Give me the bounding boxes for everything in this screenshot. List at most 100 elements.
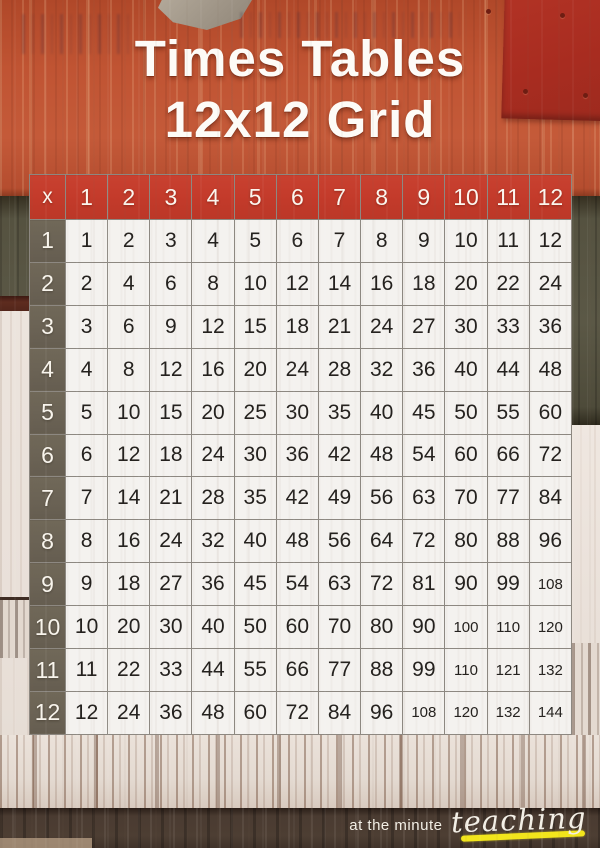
cell-2x12: 24 — [528, 261, 573, 306]
column-header-1: 1 — [64, 174, 109, 220]
cell-8x7: 56 — [317, 519, 362, 564]
cell-7x8: 56 — [360, 476, 404, 521]
cell-11x10: 110 — [444, 648, 488, 692]
cell-12x4: 48 — [191, 690, 235, 736]
cell-12x7: 84 — [317, 690, 362, 736]
cell-3x12: 36 — [528, 304, 573, 349]
cell-9x6: 54 — [275, 562, 319, 607]
cell-9x9: 81 — [402, 562, 446, 607]
cell-3x5: 15 — [233, 304, 277, 349]
cell-4x11: 44 — [486, 347, 530, 392]
cell-7x10: 70 — [444, 476, 488, 521]
nail-hole — [583, 93, 588, 98]
cell-11x1: 11 — [64, 648, 109, 692]
table-row-8: 8 8 16 24 32 40 48 56 64 72 80 88 96 — [29, 519, 573, 564]
cell-11x11: 121 — [486, 648, 530, 692]
row-header-1: 1 — [29, 219, 66, 263]
row-header-9: 9 — [29, 562, 66, 607]
row-header-4: 4 — [29, 347, 66, 392]
cell-4x9: 36 — [402, 347, 446, 392]
cell-10x9: 90 — [402, 605, 446, 650]
footer-brand: at the minute teaching — [349, 801, 587, 840]
corner-cell: x — [29, 174, 66, 220]
cell-10x6: 60 — [275, 605, 319, 650]
cell-5x3: 15 — [149, 390, 193, 435]
column-header-8: 8 — [360, 174, 404, 220]
cell-3x11: 33 — [486, 304, 530, 349]
cell-9x5: 45 — [233, 562, 277, 607]
cell-10x12: 120 — [528, 605, 573, 650]
row-header-3: 3 — [29, 304, 66, 349]
cell-4x1: 4 — [64, 347, 109, 392]
cell-12x8: 96 — [360, 690, 404, 736]
cell-3x8: 24 — [360, 304, 404, 349]
cell-5x5: 25 — [233, 390, 277, 435]
times-table-grid: x 1 2 3 4 5 6 7 8 9 10 11 12 1 1 2 3 4 5 6 7 8 9 10 11 12 2 2 4 6 8 10… — [29, 174, 573, 736]
cell-4x8: 32 — [360, 347, 404, 392]
cell-11x6: 66 — [275, 648, 319, 692]
cell-5x7: 35 — [317, 390, 362, 435]
cell-5x8: 40 — [360, 390, 404, 435]
table-row-1: 1 1 2 3 4 5 6 7 8 9 10 11 12 — [29, 219, 573, 263]
cell-6x5: 30 — [233, 433, 277, 478]
cell-10x3: 30 — [149, 605, 193, 650]
cell-12x3: 36 — [149, 690, 193, 736]
cell-6x1: 6 — [64, 433, 109, 478]
cell-10x7: 70 — [317, 605, 362, 650]
cell-2x8: 16 — [360, 261, 404, 306]
cell-8x12: 96 — [528, 519, 573, 564]
cell-6x12: 72 — [528, 433, 573, 478]
background-plank-white-bottom — [0, 735, 600, 808]
cell-9x3: 27 — [149, 562, 193, 607]
cell-8x4: 32 — [191, 519, 235, 564]
cell-10x8: 80 — [360, 605, 404, 650]
cell-6x9: 54 — [402, 433, 446, 478]
table-row-3: 3 3 6 9 12 15 18 21 24 27 30 33 36 — [29, 304, 573, 349]
cell-12x11: 132 — [486, 690, 530, 736]
cell-10x11: 110 — [486, 605, 530, 650]
cell-1x8: 8 — [360, 219, 404, 263]
cell-9x10: 90 — [444, 562, 488, 607]
cell-7x12: 84 — [528, 476, 573, 521]
left-edge-white-plank — [0, 311, 29, 598]
cell-2x9: 18 — [402, 261, 446, 306]
cell-1x2: 2 — [107, 219, 151, 263]
grunge-marks — [240, 12, 460, 38]
cell-6x2: 12 — [107, 433, 151, 478]
cell-5x11: 55 — [486, 390, 530, 435]
table-row-10: 10 10 20 30 40 50 60 70 80 90 100 110 120 — [29, 605, 573, 650]
cell-4x2: 8 — [107, 347, 151, 392]
cell-2x10: 20 — [444, 261, 488, 306]
cell-9x8: 72 — [360, 562, 404, 607]
cell-1x4: 4 — [191, 219, 235, 263]
left-edge-plank-seam — [0, 597, 29, 600]
right-edge-smudge — [572, 643, 600, 735]
cell-5x4: 20 — [191, 390, 235, 435]
cell-1x5: 5 — [233, 219, 277, 263]
cell-5x1: 5 — [64, 390, 109, 435]
table-row-6: 6 6 12 18 24 30 36 42 48 54 60 66 72 — [29, 433, 573, 478]
cell-11x8: 88 — [360, 648, 404, 692]
cell-1x11: 11 — [486, 219, 530, 263]
cell-11x4: 44 — [191, 648, 235, 692]
cell-10x4: 40 — [191, 605, 235, 650]
cell-4x10: 40 — [444, 347, 488, 392]
cell-10x1: 10 — [64, 605, 109, 650]
cell-1x1: 1 — [64, 219, 109, 263]
column-header-5: 5 — [233, 174, 277, 220]
cell-12x2: 24 — [107, 690, 151, 736]
column-header-4: 4 — [191, 174, 235, 220]
cell-2x2: 4 — [107, 261, 151, 306]
left-edge-smudge — [0, 600, 29, 658]
cell-12x10: 120 — [444, 690, 488, 736]
cell-8x1: 8 — [64, 519, 109, 564]
cell-1x7: 7 — [317, 219, 362, 263]
row-header-12: 12 — [29, 690, 66, 736]
cell-8x5: 40 — [233, 519, 277, 564]
column-header-6: 6 — [275, 174, 319, 220]
cell-11x5: 55 — [233, 648, 277, 692]
cell-2x3: 6 — [149, 261, 193, 306]
cell-8x11: 88 — [486, 519, 530, 564]
cell-4x12: 48 — [528, 347, 573, 392]
cell-3x2: 6 — [107, 304, 151, 349]
